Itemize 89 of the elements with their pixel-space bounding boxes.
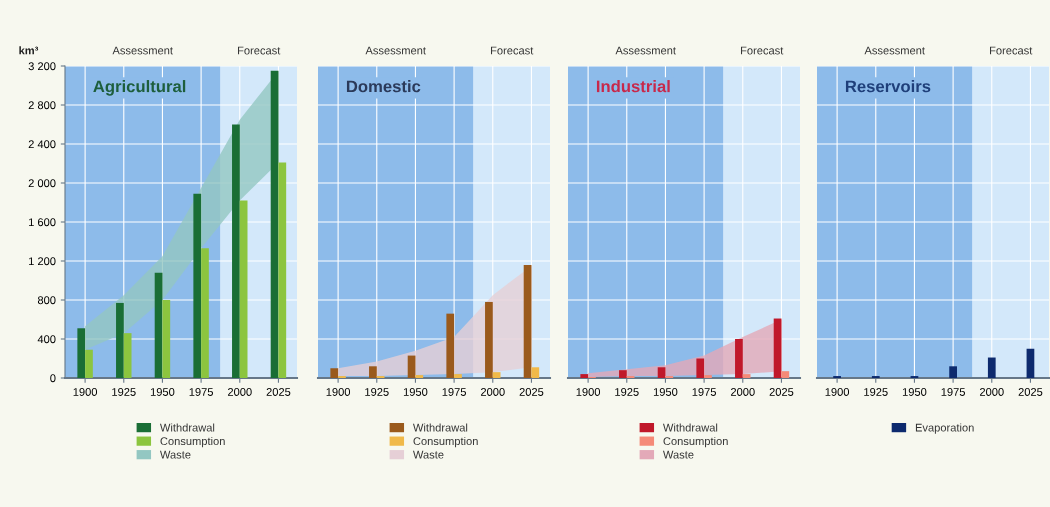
bar xyxy=(232,124,240,378)
bar xyxy=(162,300,171,378)
band-label: Assessment xyxy=(112,46,173,55)
bar xyxy=(523,264,532,378)
bar xyxy=(330,368,339,378)
x-tick-label: 1900 xyxy=(73,388,98,396)
bar xyxy=(735,339,743,378)
x-tick-label: 1950 xyxy=(653,388,678,396)
band-label: Assessment xyxy=(365,46,426,55)
x-tick-label: 2000 xyxy=(979,388,1004,396)
y-tick-label: 2 800 xyxy=(28,101,56,110)
bar xyxy=(369,366,377,378)
bar xyxy=(580,374,589,378)
y-tick-label: 1 200 xyxy=(29,257,56,266)
legend-label: Consumption xyxy=(663,436,728,448)
x-tick-label: 1900 xyxy=(576,388,601,396)
band-label: Forecast xyxy=(990,46,1033,55)
x-tick-label: 1975 xyxy=(442,388,466,396)
text: Industrial xyxy=(596,80,670,93)
band-label: Assessment xyxy=(615,46,676,55)
y-tick-label: 2 400 xyxy=(28,140,56,149)
y-tick-label: 800 xyxy=(37,296,56,305)
bar xyxy=(123,333,132,378)
bar xyxy=(696,358,705,378)
bar xyxy=(773,318,782,378)
x-tick-label: 1950 xyxy=(403,388,428,396)
text: Reservoirs xyxy=(845,80,931,93)
y-axis-title: km³ xyxy=(19,46,39,55)
bar xyxy=(415,375,424,378)
band-label: Forecast xyxy=(741,46,784,55)
legend-label: Waste xyxy=(159,450,191,459)
x-tick-label: 2000 xyxy=(227,388,252,396)
bar xyxy=(657,367,666,378)
bar xyxy=(704,375,712,378)
bar xyxy=(278,162,287,378)
legend-label: Waste xyxy=(412,450,444,459)
x-tick-label: 2025 xyxy=(1018,388,1043,396)
x-tick-label: 1900 xyxy=(326,388,351,396)
x-tick-label: 1950 xyxy=(902,388,927,396)
bar xyxy=(193,193,202,378)
y-tick-label: 400 xyxy=(37,335,56,344)
legend-label: Evaporation xyxy=(915,423,974,434)
bar xyxy=(492,372,501,378)
x-tick-label: 1975 xyxy=(941,388,965,396)
x-tick-label: 2000 xyxy=(480,388,505,396)
x-tick-label: 2025 xyxy=(769,388,794,396)
x-tick-label: 1925 xyxy=(365,388,389,396)
bar xyxy=(454,374,462,378)
bar xyxy=(485,301,493,378)
bar xyxy=(531,367,540,378)
x-tick-label: 1925 xyxy=(864,388,888,396)
legend-label: Consumption xyxy=(160,436,225,448)
bar xyxy=(949,366,957,378)
bar xyxy=(77,328,86,378)
x-tick-label: 2000 xyxy=(730,388,755,396)
y-tick-label: 2 000 xyxy=(28,179,56,188)
x-tick-label: 2025 xyxy=(266,388,291,396)
bar xyxy=(781,371,790,378)
bar xyxy=(987,357,996,378)
x-tick-label: 1950 xyxy=(150,388,175,396)
legend-label: Withdrawal xyxy=(412,423,468,432)
bar xyxy=(446,313,455,378)
bar xyxy=(239,200,248,378)
bar xyxy=(201,248,209,378)
y-tick-label: 3 200 xyxy=(28,62,56,71)
x-tick-label: 2025 xyxy=(519,388,544,396)
bar xyxy=(619,370,627,378)
legend-label: Withdrawal xyxy=(159,423,215,432)
y-tick-label: 1 600 xyxy=(29,218,56,227)
band-label: Forecast xyxy=(238,46,281,55)
legend-label: Waste xyxy=(662,450,694,459)
legend-label: Withdrawal xyxy=(662,423,718,432)
bar xyxy=(1026,348,1035,378)
band-label: Forecast xyxy=(491,46,534,55)
x-tick-label: 1925 xyxy=(112,388,136,396)
bar xyxy=(85,349,93,378)
x-tick-label: 1975 xyxy=(189,388,213,396)
bar xyxy=(742,374,751,378)
bar xyxy=(270,70,279,378)
text: Domestic xyxy=(346,80,421,93)
legend-label: Consumption xyxy=(413,436,478,448)
x-tick-label: 1900 xyxy=(825,388,850,396)
text: Agricultural xyxy=(93,80,186,96)
bar xyxy=(154,272,163,378)
band-label: Assessment xyxy=(864,46,925,55)
bar xyxy=(116,302,124,378)
x-tick-label: 1925 xyxy=(615,388,639,396)
y-tick-label: 0 xyxy=(50,374,56,383)
x-tick-label: 1975 xyxy=(692,388,716,396)
